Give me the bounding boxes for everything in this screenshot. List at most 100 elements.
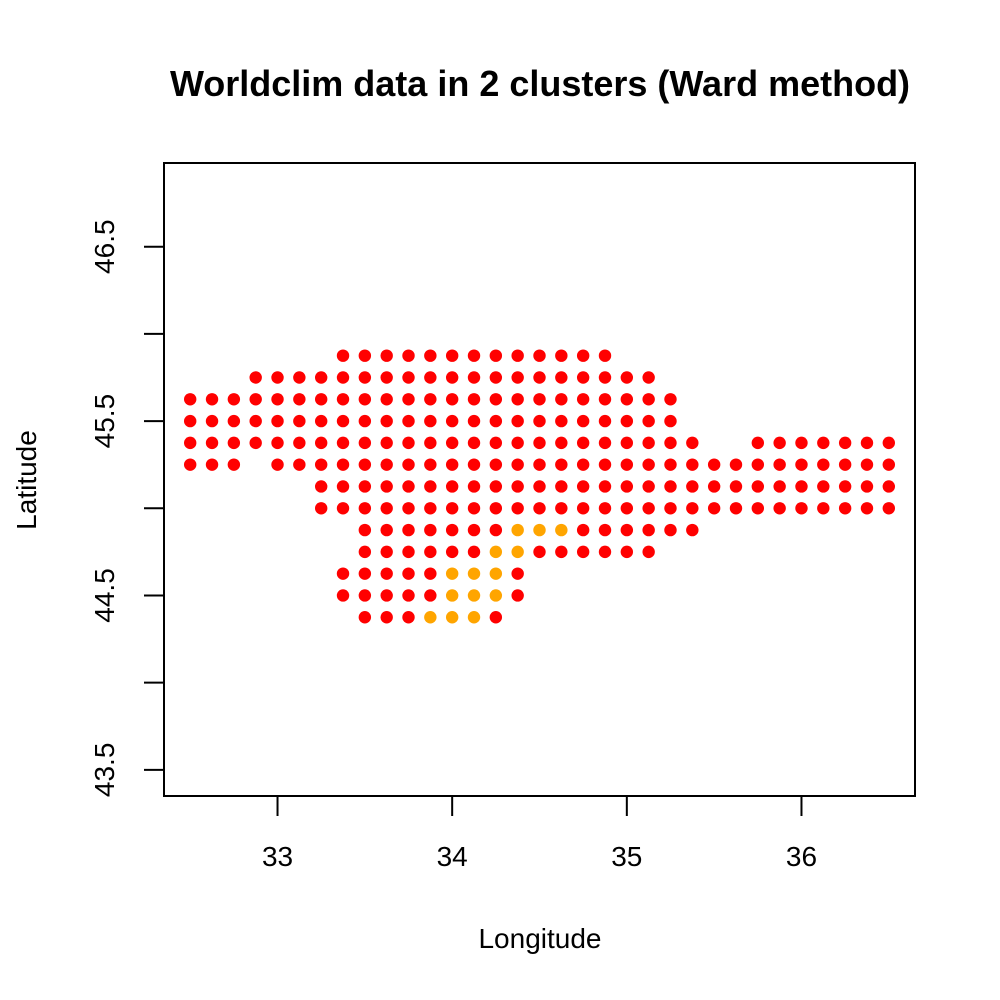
point-cluster-2 xyxy=(533,523,546,537)
point-cluster-1 xyxy=(424,371,437,384)
point-cluster-1 xyxy=(576,414,590,428)
point-cluster-1 xyxy=(511,589,524,602)
point-cluster-1 xyxy=(183,414,197,428)
point-cluster-1 xyxy=(664,393,677,406)
point-cluster-1 xyxy=(620,371,634,384)
point-cluster-1 xyxy=(533,458,546,471)
point-cluster-1 xyxy=(838,436,852,450)
x-tick-label: 34 xyxy=(437,841,468,872)
point-cluster-2 xyxy=(555,523,568,537)
point-cluster-1 xyxy=(445,349,459,362)
point-cluster-1 xyxy=(293,436,306,450)
point-cluster-1 xyxy=(424,502,437,515)
point-cluster-1 xyxy=(445,458,459,471)
point-cluster-1 xyxy=(751,480,765,493)
point-cluster-1 xyxy=(402,589,415,602)
point-cluster-1 xyxy=(598,436,612,450)
point-cluster-1 xyxy=(293,458,306,471)
point-cluster-1 xyxy=(598,371,612,384)
point-cluster-1 xyxy=(795,458,808,471)
point-cluster-1 xyxy=(489,393,503,406)
point-cluster-1 xyxy=(380,414,393,428)
y-axis-label: Latitude xyxy=(11,430,42,530)
point-cluster-1 xyxy=(860,502,874,515)
point-cluster-1 xyxy=(620,523,634,537)
point-cluster-1 xyxy=(598,414,612,428)
point-cluster-1 xyxy=(686,458,699,471)
point-cluster-2 xyxy=(489,545,503,559)
point-cluster-1 xyxy=(424,567,437,580)
point-cluster-1 xyxy=(467,414,481,428)
point-cluster-1 xyxy=(424,436,437,450)
point-cluster-1 xyxy=(489,480,503,493)
point-cluster-1 xyxy=(817,436,830,450)
point-cluster-1 xyxy=(380,502,393,515)
point-cluster-1 xyxy=(205,393,219,406)
point-cluster-1 xyxy=(533,349,546,362)
point-cluster-1 xyxy=(773,502,786,515)
point-cluster-1 xyxy=(795,502,808,515)
point-cluster-1 xyxy=(555,545,568,559)
point-cluster-1 xyxy=(882,436,896,450)
point-cluster-1 xyxy=(511,502,524,515)
point-cluster-1 xyxy=(467,545,481,559)
point-cluster-1 xyxy=(838,502,852,515)
point-cluster-1 xyxy=(445,502,459,515)
point-cluster-1 xyxy=(424,523,437,537)
point-cluster-1 xyxy=(336,349,350,362)
point-cluster-1 xyxy=(686,480,699,493)
point-cluster-1 xyxy=(424,589,437,602)
point-cluster-1 xyxy=(293,414,306,428)
point-cluster-1 xyxy=(860,436,874,450)
point-cluster-1 xyxy=(576,371,590,384)
point-cluster-1 xyxy=(205,436,219,450)
point-cluster-1 xyxy=(424,545,437,559)
point-cluster-1 xyxy=(773,480,786,493)
point-cluster-1 xyxy=(271,436,284,450)
point-cluster-1 xyxy=(838,480,852,493)
y-tick-label: 46.5 xyxy=(89,219,120,274)
point-cluster-1 xyxy=(424,349,437,362)
point-cluster-1 xyxy=(620,458,634,471)
point-cluster-1 xyxy=(380,436,393,450)
point-cluster-1 xyxy=(336,414,350,428)
point-cluster-1 xyxy=(642,545,655,559)
point-cluster-1 xyxy=(402,567,415,580)
point-cluster-1 xyxy=(664,436,677,450)
point-cluster-1 xyxy=(358,567,372,580)
point-cluster-1 xyxy=(380,567,393,580)
point-cluster-1 xyxy=(467,436,481,450)
point-cluster-1 xyxy=(402,414,415,428)
x-tick-label: 35 xyxy=(611,841,642,872)
point-cluster-1 xyxy=(380,589,393,602)
point-cluster-1 xyxy=(707,480,721,493)
point-cluster-1 xyxy=(358,458,372,471)
point-cluster-1 xyxy=(467,371,481,384)
point-cluster-1 xyxy=(576,523,590,537)
y-tick-label: 44.5 xyxy=(89,568,120,623)
point-cluster-1 xyxy=(860,458,874,471)
point-cluster-1 xyxy=(358,589,372,602)
data-points xyxy=(183,349,896,624)
point-cluster-1 xyxy=(205,414,219,428)
point-cluster-1 xyxy=(642,371,655,384)
point-cluster-1 xyxy=(402,436,415,450)
point-cluster-1 xyxy=(620,414,634,428)
point-cluster-1 xyxy=(314,393,328,406)
point-cluster-1 xyxy=(598,545,612,559)
point-cluster-1 xyxy=(227,393,241,406)
point-cluster-1 xyxy=(402,502,415,515)
point-cluster-1 xyxy=(664,458,677,471)
point-cluster-1 xyxy=(664,480,677,493)
point-cluster-1 xyxy=(511,567,524,580)
point-cluster-1 xyxy=(664,414,677,428)
point-cluster-1 xyxy=(511,414,524,428)
point-cluster-1 xyxy=(249,414,262,428)
point-cluster-1 xyxy=(707,458,721,471)
point-cluster-1 xyxy=(751,502,765,515)
point-cluster-1 xyxy=(380,611,393,624)
point-cluster-1 xyxy=(380,393,393,406)
point-cluster-1 xyxy=(402,523,415,537)
point-cluster-1 xyxy=(620,436,634,450)
point-cluster-1 xyxy=(249,436,262,450)
